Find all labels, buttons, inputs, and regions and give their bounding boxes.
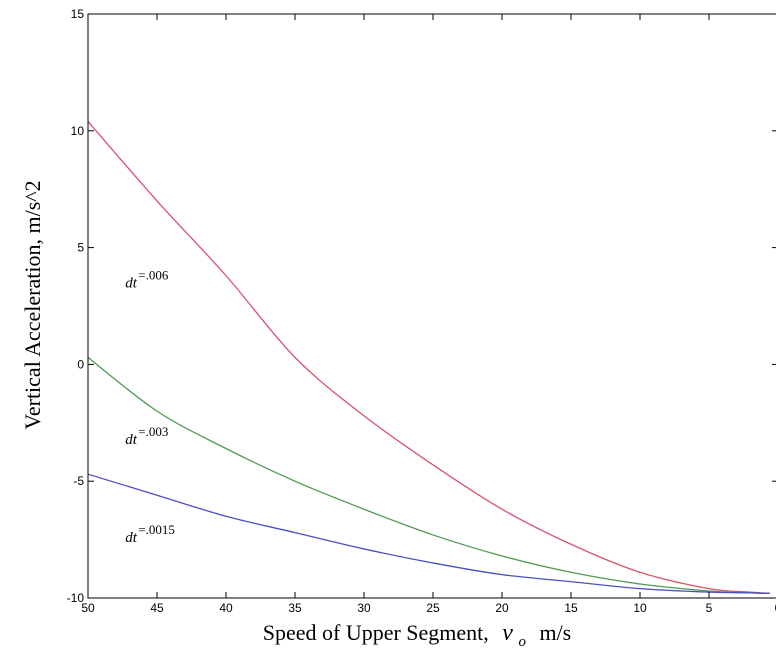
y-tick-label: 0 (77, 357, 84, 371)
annotation-label: dt (125, 530, 138, 546)
plot-frame (87, 13, 776, 599)
x-tick-label: 20 (495, 601, 509, 615)
x-tick-label: 30 (357, 601, 371, 615)
x-tick-label: 5 (706, 601, 713, 615)
y-tick-label: -10 (67, 591, 85, 605)
x-tick-label: 40 (219, 601, 233, 615)
y-tick-label: 10 (71, 124, 85, 138)
annotation-value: =.0015 (138, 522, 175, 537)
annotation-label: dt (125, 275, 138, 291)
series-line-1 (87, 121, 770, 594)
x-tick-label: 45 (150, 601, 164, 615)
plot-background (88, 14, 776, 598)
annotation-value: =.003 (138, 424, 168, 439)
series-annotation-2: dt=.003 (125, 424, 168, 448)
x-axis-title: Speed of Upper Segment, v o m/s (263, 620, 572, 651)
x-tick-label: 25 (426, 601, 440, 615)
x-tick-label: 50 (81, 601, 95, 615)
x-axis-title-sub: o (518, 634, 526, 650)
x-tick-label: 35 (288, 601, 302, 615)
x-tick-label: 15 (564, 601, 578, 615)
series-annotation-3: dt=.0015 (125, 522, 175, 546)
y-tick-label: 5 (77, 241, 84, 255)
x-tick-label: 10 (633, 601, 647, 615)
series-line-2 (87, 356, 770, 594)
y-axis-title: Vertical Acceleration, m/s^2 (20, 180, 45, 429)
x-tick-label: 0 (775, 601, 776, 615)
annotation-value: =.006 (138, 267, 169, 282)
x-axis-title-var: v (502, 620, 513, 646)
y-tick-label: 15 (71, 7, 85, 21)
x-axis-title-unit: m/s (539, 620, 571, 645)
annotation-label: dt (125, 432, 138, 448)
series-annotation-1: dt=.006 (125, 267, 169, 291)
tick-layer: 50454035302520151050151050-5-10 (67, 7, 776, 615)
y-tick-label: -5 (73, 474, 84, 488)
x-axis-title-text: Speed of Upper Segment, (263, 620, 489, 645)
